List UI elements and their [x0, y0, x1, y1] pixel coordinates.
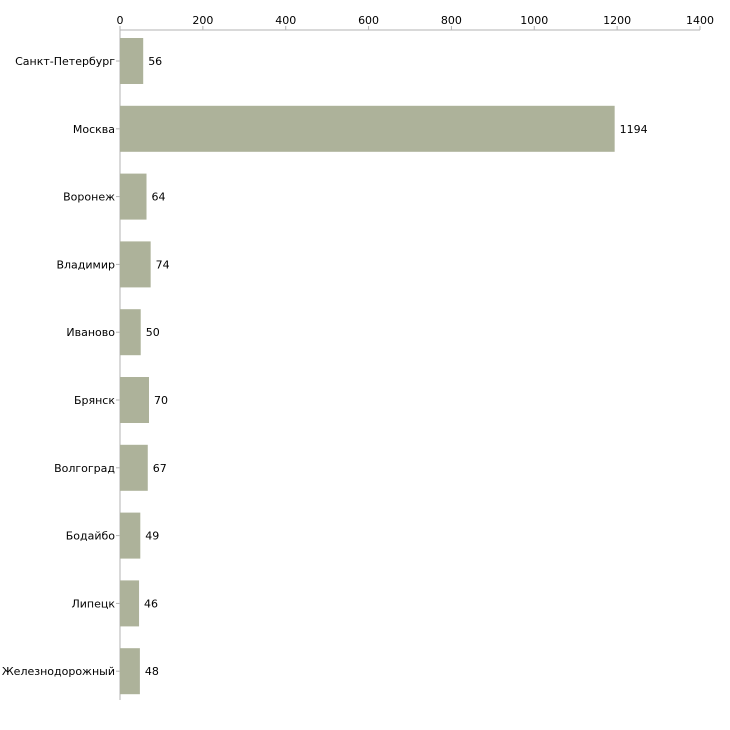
- value-label: 56: [148, 55, 162, 68]
- category-label: Брянск: [74, 394, 115, 407]
- value-label: 50: [146, 326, 160, 339]
- x-tick-label: 400: [275, 14, 296, 27]
- category-label: Иваново: [66, 326, 115, 339]
- value-label: 64: [152, 191, 166, 204]
- labels: Санкт-Петербург 56 Москва 1194 Воронеж 64 Влад…: [0, 55, 648, 678]
- category-label: Волгоград: [54, 462, 115, 475]
- category-label: Москва: [73, 123, 115, 136]
- category-label: Владимир: [56, 258, 115, 271]
- bar: [120, 444, 148, 491]
- bar: [120, 580, 140, 627]
- bar: [120, 241, 151, 288]
- bar: [120, 173, 147, 220]
- x-tick-label: 800: [441, 14, 462, 27]
- bars: [120, 38, 615, 695]
- category-label: Воронеж: [63, 191, 115, 204]
- bar: [120, 105, 615, 152]
- bar: [120, 309, 141, 356]
- value-label: 1194: [620, 123, 648, 136]
- category-label: Ъ Железнодорожный: [0, 665, 115, 678]
- value-label: 67: [153, 462, 167, 475]
- bar: [120, 512, 141, 559]
- bar: [120, 648, 140, 695]
- value-label: 46: [144, 597, 158, 610]
- x-tick-label: 1000: [520, 14, 548, 27]
- x-tick-label: 200: [192, 14, 213, 27]
- x-tick-label: 0: [117, 14, 124, 27]
- value-label: 70: [154, 394, 168, 407]
- value-label: 49: [145, 530, 159, 543]
- bar: [120, 38, 144, 84]
- category-label: Санкт-Петербург: [15, 55, 115, 68]
- bar: [120, 377, 149, 423]
- value-label: 74: [156, 258, 170, 271]
- x-tick-label: 1200: [603, 14, 631, 27]
- x-tick-label: 1400: [686, 14, 714, 27]
- category-label: Липецк: [71, 597, 115, 610]
- category-label: Бодайбо: [66, 530, 116, 543]
- value-label: 48: [145, 665, 159, 678]
- x-tick-label: 600: [358, 14, 379, 27]
